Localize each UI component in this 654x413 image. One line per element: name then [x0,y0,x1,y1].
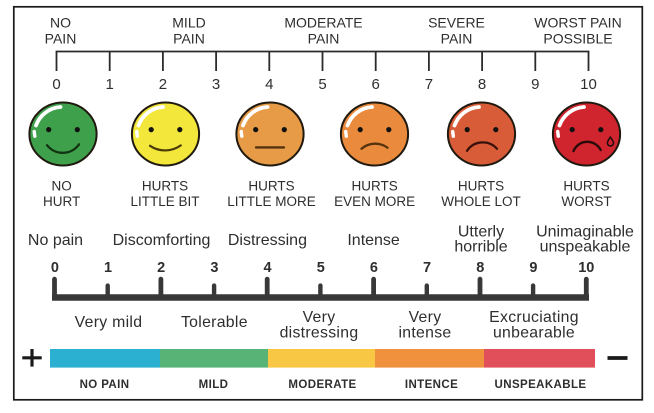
svg-text:7: 7 [423,260,431,276]
svg-text:8: 8 [476,260,484,276]
svg-text:1: 1 [106,76,114,93]
svg-text:MODERATE: MODERATE [288,379,356,391]
svg-text:NO: NO [50,15,71,31]
svg-text:HURTS: HURTS [248,179,294,194]
svg-text:unbearable: unbearable [493,325,575,342]
svg-text:2: 2 [157,260,165,276]
svg-text:6: 6 [370,260,378,276]
svg-text:10: 10 [578,260,594,276]
svg-text:4: 4 [265,76,273,93]
svg-text:LITTLE BIT: LITTLE BIT [130,194,199,209]
svg-text:0: 0 [52,76,60,93]
svg-text:9: 9 [529,260,537,276]
svg-text:6: 6 [372,76,380,93]
svg-text:8: 8 [478,76,486,93]
svg-text:NO PAIN: NO PAIN [80,379,130,391]
svg-text:3: 3 [210,260,218,276]
svg-text:PAIN: PAIN [45,31,77,47]
svg-text:3: 3 [212,76,220,93]
svg-text:EVEN MORE: EVEN MORE [334,194,415,209]
svg-text:Utterly: Utterly [458,224,504,241]
svg-text:SEVERE: SEVERE [428,15,485,31]
svg-text:unspeakable: unspeakable [540,239,631,256]
svg-text:MILD: MILD [199,379,229,391]
svg-text:Very: Very [409,309,442,326]
svg-text:PAIN: PAIN [441,31,473,47]
svg-text:5: 5 [318,76,326,93]
svg-text:Very mild: Very mild [75,314,143,331]
svg-text:UNSPEAKABLE: UNSPEAKABLE [495,379,587,391]
svg-text:horrible: horrible [454,239,507,256]
svg-text:HURTS: HURTS [142,179,188,194]
svg-text:HURTS: HURTS [563,179,609,194]
svg-text:LITTLE MORE: LITTLE MORE [227,194,316,209]
svg-text:WHOLE LOT: WHOLE LOT [441,194,521,209]
svg-text:Distressing: Distressing [228,232,307,249]
svg-text:9: 9 [531,76,539,93]
svg-text:Unimaginable: Unimaginable [536,224,634,241]
svg-text:4: 4 [264,260,272,276]
svg-text:Intense: Intense [347,232,400,249]
svg-text:5: 5 [317,260,325,276]
svg-text:distressing: distressing [280,325,359,342]
svg-text:1: 1 [104,260,112,276]
svg-text:HURTS: HURTS [458,179,504,194]
svg-text:INTENCE: INTENCE [405,379,458,391]
svg-text:PAIN: PAIN [308,31,340,47]
svg-text:No pain: No pain [28,232,83,249]
svg-text:NO: NO [51,179,71,194]
svg-text:7: 7 [425,76,433,93]
svg-text:Excruciating: Excruciating [489,309,579,326]
svg-text:2: 2 [159,76,167,93]
svg-text:intense: intense [398,325,451,342]
svg-text:MODERATE: MODERATE [284,15,362,31]
svg-text:0: 0 [51,260,59,276]
svg-text:Discomforting: Discomforting [113,232,211,249]
svg-text:Tolerable: Tolerable [181,314,248,331]
svg-text:Very: Very [303,309,336,326]
svg-text:WORST: WORST [561,194,611,209]
svg-text:WORST PAIN: WORST PAIN [534,15,621,31]
svg-text:MILD: MILD [172,15,205,31]
svg-text:PAIN: PAIN [173,31,205,47]
svg-text:10: 10 [580,76,597,93]
svg-text:HURT: HURT [43,194,80,209]
svg-text:HURTS: HURTS [351,179,397,194]
svg-text:POSSIBLE: POSSIBLE [543,31,612,47]
